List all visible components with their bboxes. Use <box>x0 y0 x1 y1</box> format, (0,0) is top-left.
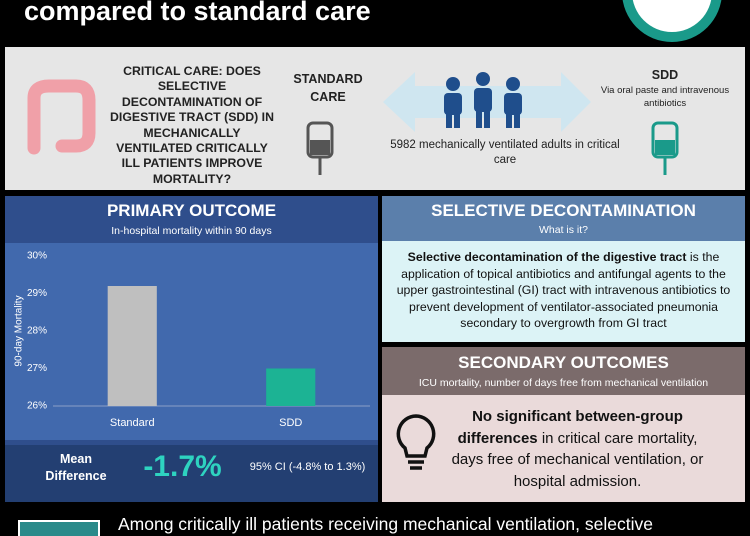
footer-icon <box>18 520 100 536</box>
people-icon <box>444 72 522 128</box>
definition-body <box>382 241 745 342</box>
bar <box>266 368 316 406</box>
definition-subtitle: What is it? <box>538 224 588 236</box>
standard-iv-icon <box>306 121 334 175</box>
logo-inner <box>632 0 712 32</box>
lightbulb-icon <box>396 414 436 470</box>
y-axis-label: 90-day Mortality <box>14 295 25 366</box>
bulb <box>396 414 436 458</box>
definition-header <box>382 196 745 241</box>
iv-fluid <box>310 140 330 155</box>
definition-title: SELECTIVE DECONTAMINATION <box>431 201 696 220</box>
logo <box>622 0 722 42</box>
chart: 90-day Mortality 26% 27% 28% 29% 30% Standard S… <box>5 243 378 440</box>
primary-title: PRIMARY OUTCOME <box>106 201 277 220</box>
y-tick-label: 28% <box>27 326 47 337</box>
y-tick-label: 27% <box>27 363 47 374</box>
x-tick-label: Standard <box>110 417 155 429</box>
definition-description: is the application of topical antibiotic… <box>396 250 731 330</box>
population-arrow <box>383 72 591 132</box>
y-tick-label: 26% <box>27 401 47 412</box>
definition-text: Selective decontamination of the digesti… <box>390 249 737 332</box>
question: CRITICAL CARE: DOES SELECTIVE DECONTAMIN… <box>110 64 274 186</box>
study-panel <box>5 47 745 190</box>
secondary-description: in critical care mortality, days free of… <box>451 429 704 490</box>
secondary-title: SECONDARY OUTCOMES <box>458 353 669 372</box>
secondary-subtitle: ICU mortality, number of days free from … <box>418 377 709 389</box>
secondary-text: No significant between-group differences… <box>445 406 710 492</box>
colon-icon <box>27 79 96 155</box>
x-tick-label: SDD <box>279 417 302 429</box>
sdd-description: Via oral paste and intravenous antibioti… <box>600 85 730 109</box>
definition-term: Selective decontamination of the digesti… <box>407 250 687 264</box>
secondary-bold: No significant between-group differences <box>457 408 683 447</box>
mean-difference-label: Mean Difference <box>45 452 107 483</box>
confidence-interval: 95% CI (-4.8% to 1.3%) <box>249 461 366 473</box>
standard-care-label: STANDARD CARE <box>293 72 363 104</box>
header-title: compared to standard care <box>24 0 371 26</box>
difference-band <box>5 445 378 502</box>
y-tick-label: 30% <box>27 251 47 262</box>
secondary-body <box>382 395 745 502</box>
iv-fluid <box>655 140 675 155</box>
bar <box>107 286 157 406</box>
secondary-header <box>382 347 745 395</box>
sdd-label: SDD <box>651 68 679 82</box>
y-tick-label: 29% <box>27 288 47 299</box>
sdd-iv-icon <box>651 121 679 175</box>
colon-shape <box>27 79 96 155</box>
primary-subtitle: In-hospital mortality within 90 days <box>111 225 272 237</box>
population: 5982 mechanically ventilated adults in c… <box>390 139 620 166</box>
mean-difference: -1.7% <box>143 450 222 483</box>
footer-text: Among critically ill patients receiving … <box>118 514 653 534</box>
